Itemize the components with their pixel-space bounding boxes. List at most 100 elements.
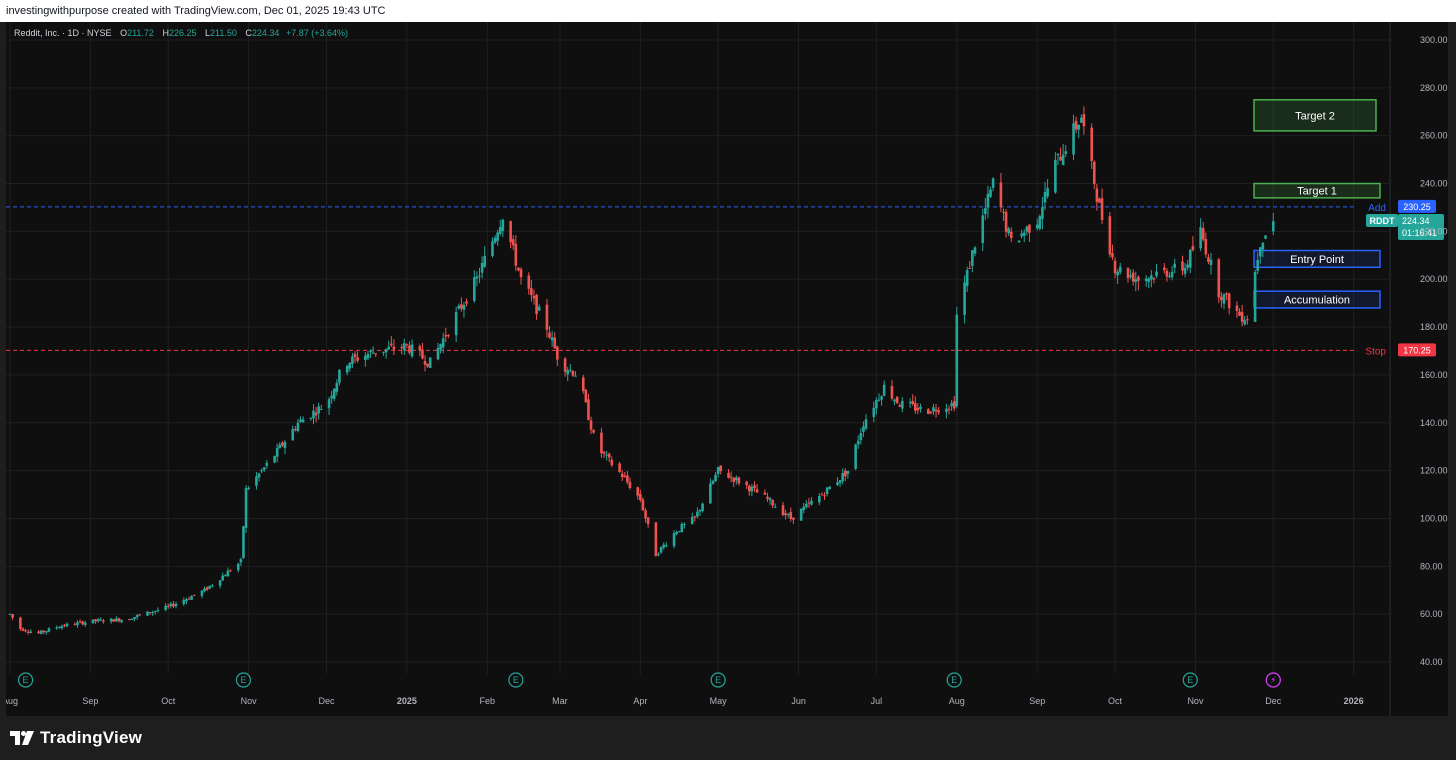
- candle-body: [1100, 198, 1104, 220]
- candle-body: [820, 494, 824, 496]
- candle-body: [291, 428, 295, 441]
- candle-body: [709, 483, 712, 504]
- x-tick-label: Apr: [633, 696, 647, 706]
- candle-body: [807, 502, 811, 504]
- candle-body: [519, 269, 523, 278]
- candle-body: [112, 619, 116, 622]
- candle-body: [421, 349, 424, 359]
- candle-body: [428, 357, 432, 368]
- candle-body: [151, 611, 154, 614]
- candle-body: [675, 532, 678, 535]
- candle-body: [1025, 226, 1029, 232]
- candle-body: [825, 487, 829, 494]
- candle-body: [423, 360, 427, 365]
- candle-body: [99, 619, 103, 621]
- price-line-value: 230.25: [1403, 202, 1431, 212]
- time-axis[interactable]: Aug Sep Oct Nov Dec 2025 Feb Mar Apr May Jun Jul Aug…: [6, 696, 1364, 706]
- symbol-badge-label: RDDT: [1370, 216, 1395, 226]
- candle-body: [1002, 211, 1005, 213]
- candle-body: [309, 417, 313, 419]
- x-tick-label: Jun: [791, 696, 806, 706]
- candle-body: [786, 514, 790, 516]
- candle-body: [981, 215, 985, 243]
- candle-body: [457, 305, 461, 309]
- candle-body: [1064, 151, 1068, 154]
- candle-body: [1111, 253, 1114, 258]
- candle-body: [1041, 207, 1044, 219]
- candle-body: [192, 594, 196, 596]
- candle-body: [348, 362, 352, 369]
- earnings-marker-icon: [1182, 672, 1198, 688]
- candle-body: [366, 354, 370, 359]
- candle-body: [810, 500, 813, 505]
- candle-body: [550, 337, 554, 341]
- candle-body: [480, 262, 484, 273]
- candle-body: [963, 282, 966, 315]
- candle-body: [1191, 246, 1195, 251]
- candle-body: [301, 419, 305, 423]
- candle-body: [916, 408, 920, 411]
- candle-body: [117, 618, 121, 622]
- candle-body: [205, 587, 209, 590]
- candle-body: [602, 451, 606, 454]
- candle-body: [1207, 257, 1210, 262]
- candle-body: [1077, 124, 1081, 130]
- candle-body: [1131, 272, 1135, 282]
- candle-body: [1168, 275, 1171, 277]
- candle-body: [971, 250, 974, 266]
- y-tick-label: 80.00: [1420, 561, 1443, 571]
- earnings-marker-icon: [946, 672, 962, 688]
- candle-body: [1209, 259, 1213, 266]
- candle-body: [517, 267, 520, 271]
- zone-label: Entry Point: [1290, 254, 1344, 266]
- candle-body: [727, 472, 730, 478]
- change-value: +7.87 (+3.64%): [286, 28, 348, 38]
- tradingview-logo[interactable]: TradingView: [10, 728, 142, 748]
- candle-body: [475, 276, 479, 279]
- candle-body: [91, 619, 95, 624]
- candle-body: [1098, 198, 1101, 203]
- candle-body: [735, 477, 738, 481]
- candle-body: [1022, 232, 1026, 236]
- chart-frame[interactable]: Target 2 Target 1 Entry Point Accumulation …: [6, 22, 1448, 716]
- close-value: 224.34: [252, 28, 280, 38]
- x-tick-label: Jul: [871, 696, 883, 706]
- candle-body: [410, 344, 414, 357]
- candle-body: [908, 402, 912, 404]
- candle-body: [102, 620, 105, 622]
- candle-body: [639, 493, 642, 501]
- candle-body: [607, 453, 611, 458]
- candle-body: [680, 524, 684, 532]
- candle-body: [24, 630, 27, 632]
- candle-body: [478, 275, 481, 277]
- candle-body: [462, 304, 466, 310]
- candle-body: [771, 499, 774, 506]
- candle-body: [135, 615, 139, 618]
- candle-body: [532, 295, 536, 299]
- candle-body: [390, 343, 393, 346]
- candle-body: [447, 335, 450, 337]
- y-tick-label: 200.00: [1420, 274, 1448, 284]
- candle-body: [371, 352, 375, 354]
- candle-body: [836, 482, 839, 486]
- candle-body: [646, 517, 650, 525]
- price-line-label: Stop: [1365, 346, 1386, 357]
- candle-body: [641, 499, 645, 511]
- candle-body: [444, 335, 448, 337]
- candle-body: [843, 470, 847, 477]
- y-tick-label: 160.00: [1420, 370, 1448, 380]
- candle-body: [1186, 264, 1189, 268]
- event-markers[interactable]: E E E E E E ⚡: [17, 672, 1281, 688]
- candle-body: [55, 627, 58, 629]
- candle-body: [242, 526, 245, 558]
- candle-body: [387, 346, 391, 350]
- candle-body: [984, 208, 987, 214]
- candle-body: [221, 575, 225, 581]
- candle-body: [190, 596, 193, 600]
- candle-body: [854, 444, 857, 469]
- price-axis[interactable]: 300.00 280.00 260.00 240.00 220.00 200.00 180.…: [1420, 35, 1448, 667]
- candle-body: [45, 631, 48, 633]
- candle-body: [164, 605, 167, 611]
- candle-body: [498, 227, 502, 234]
